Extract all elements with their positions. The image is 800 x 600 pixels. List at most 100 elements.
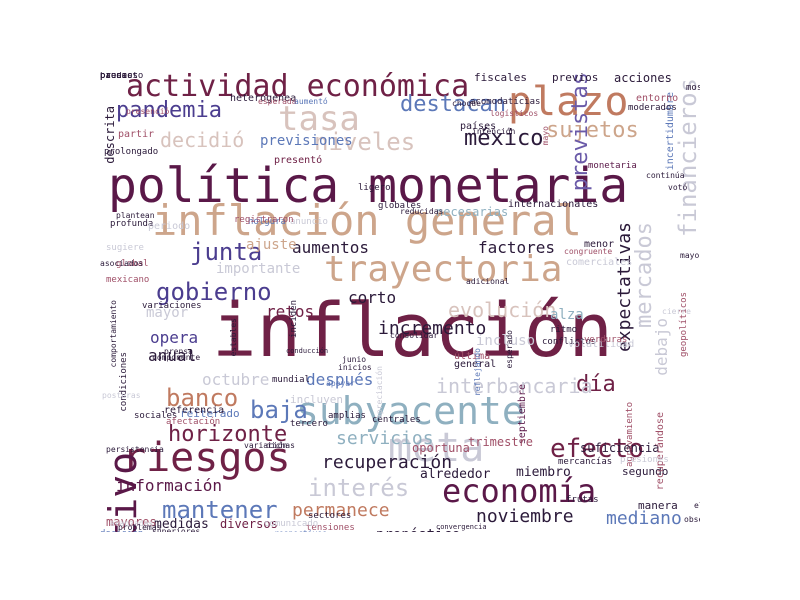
cloud-word: inicios xyxy=(338,363,372,372)
cloud-word: comportamiento xyxy=(109,300,118,368)
cloud-word: consolidar xyxy=(390,331,439,340)
cloud-word: elevados xyxy=(694,501,700,510)
cloud-word: pausa xyxy=(100,72,128,81)
cloud-word: plazo xyxy=(508,79,629,125)
cloud-word: congruente xyxy=(564,247,613,256)
cloud-word: estables xyxy=(229,318,238,357)
cloud-word: mayor xyxy=(146,305,189,321)
cloud-word: prolongado xyxy=(104,147,159,157)
cloud-word: presiones xyxy=(620,455,669,465)
cloud-word: tasa xyxy=(278,99,360,139)
cloud-word: factores xyxy=(478,238,556,257)
cloud-word: monetaria xyxy=(588,161,637,171)
cloud-word: variaciones xyxy=(142,301,202,311)
cloud-word: heterogénea xyxy=(230,93,297,104)
cloud-word: tercero xyxy=(290,419,328,429)
cloud-word: profunda xyxy=(110,219,154,229)
cloud-word: octubre xyxy=(202,370,270,389)
cloud-word: incluso xyxy=(476,333,536,349)
cloud-word: junio xyxy=(342,355,367,364)
cloud-word: condiciones xyxy=(119,352,129,412)
cloud-word: previstas xyxy=(568,72,593,192)
cloud-word: mundial xyxy=(272,375,310,385)
cloud-word: entorno xyxy=(636,93,679,104)
cloud-word: riesgos xyxy=(122,435,291,481)
cloud-word: internacionales xyxy=(508,199,599,210)
cloud-word: necesarias xyxy=(436,205,509,219)
cloud-word: geopolíticos xyxy=(679,292,689,358)
cloud-word: mostró xyxy=(686,83,700,93)
cloud-word: apoyar xyxy=(326,379,355,388)
cloud-word: mantener xyxy=(162,496,278,524)
cloud-word: efecto xyxy=(550,434,644,464)
cloud-word: actividad económica xyxy=(126,72,470,104)
cloud-word: oportuna xyxy=(412,441,470,455)
cloud-word: avanzadas xyxy=(110,519,154,528)
cloud-word: servicios xyxy=(336,428,434,449)
cloud-word: inciden xyxy=(289,300,299,338)
cloud-word: reiterado xyxy=(180,407,240,420)
cloud-word: economía xyxy=(442,472,597,510)
cloud-word: ajuste xyxy=(246,237,297,253)
cloud-word: presenció xyxy=(126,107,170,116)
cloud-word: anuncio xyxy=(290,217,328,227)
cloud-word: importante xyxy=(216,261,301,277)
cloud-word: sociales xyxy=(134,411,178,421)
cloud-word: esperado xyxy=(505,330,514,369)
cloud-word: segundo xyxy=(622,465,669,478)
cloud-word: moderados xyxy=(628,103,677,113)
cloud-word: alrededor xyxy=(420,467,491,482)
cloud-word: volatilidad xyxy=(568,339,635,350)
cloud-word: convergencia xyxy=(436,523,487,531)
cloud-word: holgura xyxy=(248,217,286,227)
cloud-word: acciones xyxy=(614,72,672,85)
cloud-word: esperada xyxy=(258,97,297,106)
cloud-word: apreciación xyxy=(375,366,384,419)
cloud-word: banco xyxy=(166,384,239,412)
cloud-word: asociados xyxy=(100,259,144,268)
cloud-word: decisión xyxy=(100,530,143,533)
cloud-word: tensiones xyxy=(306,523,355,533)
cloud-word: mayo xyxy=(541,126,550,146)
cloud-word: verduras xyxy=(584,335,628,345)
cloud-word: pronóstico xyxy=(376,528,460,532)
cloud-word: sugiere xyxy=(106,243,144,253)
cloud-word: suficiencia xyxy=(580,441,660,455)
cloud-word: aumentó xyxy=(294,97,328,106)
cloud-word: meta xyxy=(388,425,485,471)
cloud-word: variación xyxy=(244,441,288,450)
cloud-word: global xyxy=(116,259,149,269)
cloud-word: previos xyxy=(552,72,599,84)
cloud-word: votó xyxy=(668,183,688,192)
cloud-word: corto xyxy=(348,288,397,307)
cloud-word: posturas xyxy=(102,391,141,400)
cloud-word: méxico xyxy=(464,126,544,151)
cloud-word: comerciales xyxy=(566,257,633,268)
cloud-word: prensa xyxy=(164,347,193,356)
cloud-word: noviembre xyxy=(476,506,574,527)
cloud-word: trayectoria xyxy=(324,249,563,290)
cloud-word: niveles xyxy=(314,128,416,156)
cloud-word: observado xyxy=(684,515,700,524)
cloud-word: bienes xyxy=(100,72,133,81)
cloud-word: destacan xyxy=(400,92,506,117)
cloud-word: evolución xyxy=(448,298,557,322)
cloud-word: superiores xyxy=(152,527,201,533)
cloud-word: persistencia xyxy=(106,445,164,454)
cloud-word: inflación general xyxy=(152,196,582,245)
cloud-word: manera xyxy=(638,499,678,512)
cloud-word: mercados xyxy=(632,222,657,328)
cloud-word: inflación xyxy=(212,288,613,374)
cloud-word: países xyxy=(460,121,497,132)
cloud-word: decidió xyxy=(160,128,245,152)
cloud-word: respectivos xyxy=(274,530,327,533)
cloud-word: choque xyxy=(452,99,481,108)
cloud-word: frutas xyxy=(566,495,599,505)
cloud-word: miembro xyxy=(516,465,571,480)
cloud-word: baja xyxy=(250,396,308,424)
cloud-word: recuperándose xyxy=(655,412,666,491)
cloud-word: medidas xyxy=(154,517,209,532)
cloud-word: subyacente xyxy=(296,389,525,433)
word-cloud: política monetaria inflación inflación gen… xyxy=(100,72,700,532)
cloud-word: mayoría xyxy=(680,251,700,260)
